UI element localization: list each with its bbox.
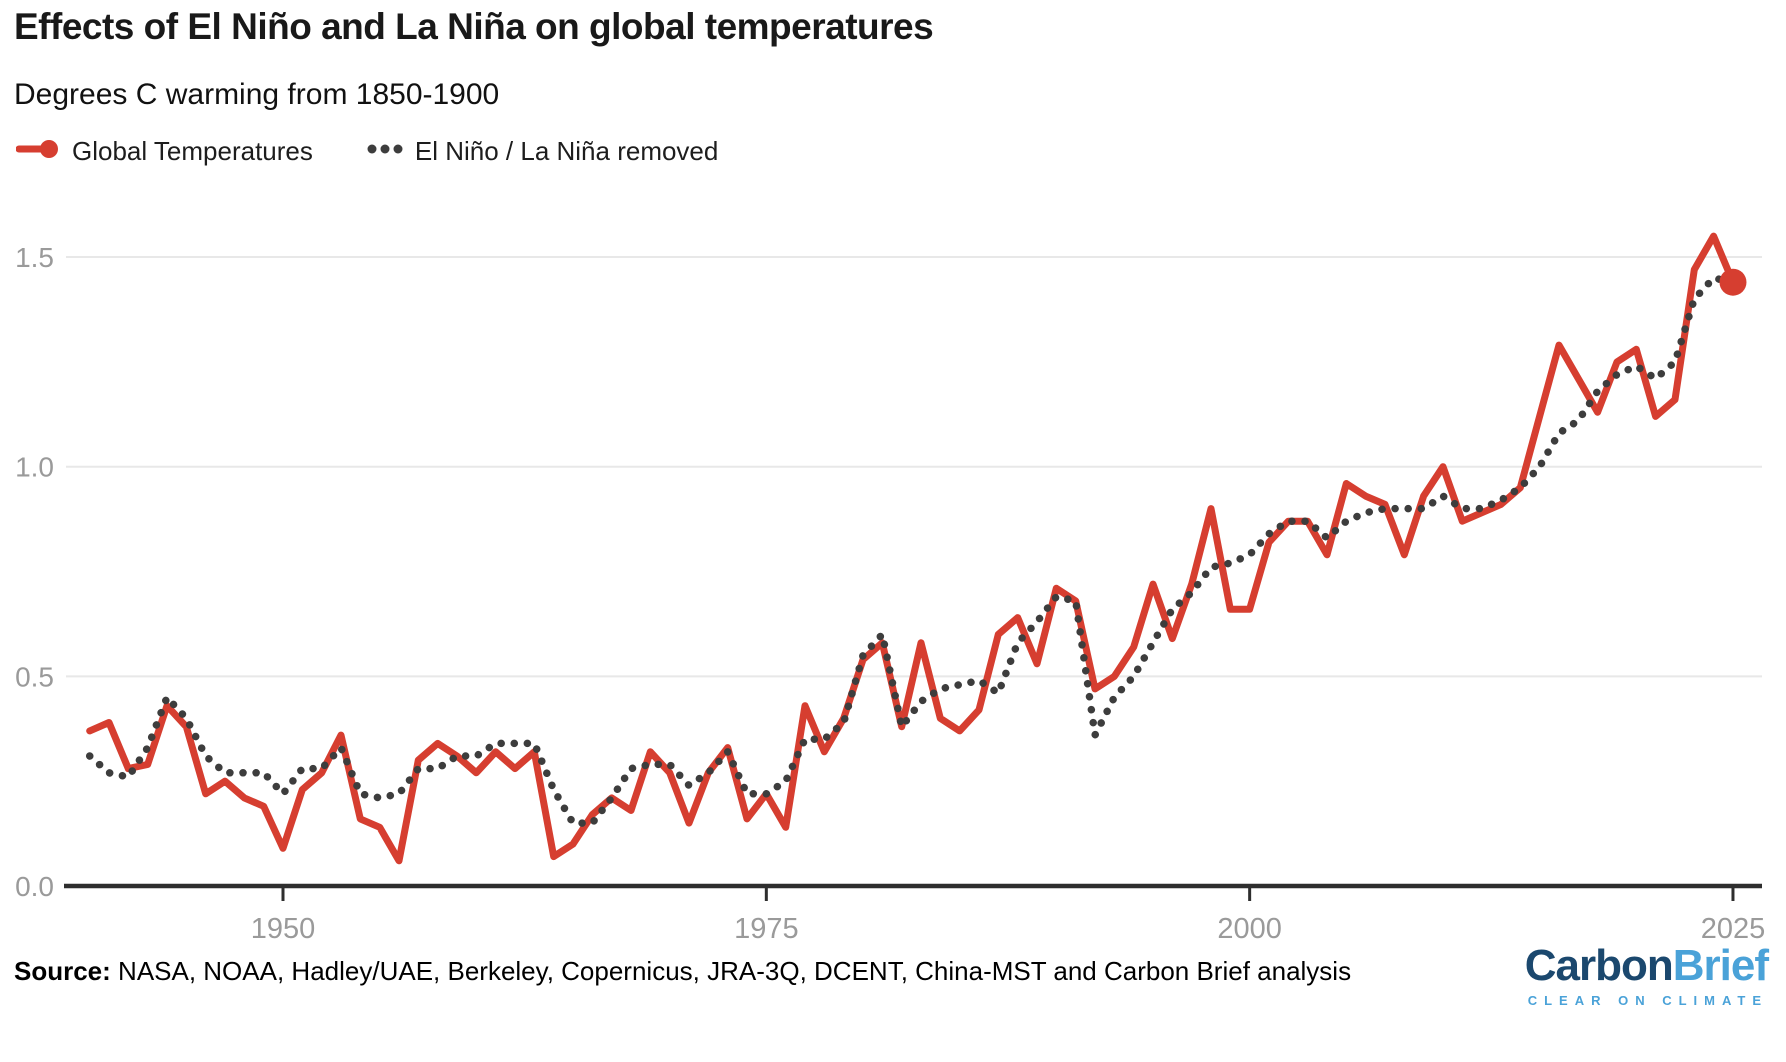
- x-axis-tick-label: 1975: [734, 913, 799, 945]
- legend-item-enso-removed: El Niño / La Niña removed: [365, 136, 718, 167]
- y-axis-tick-label: 1.5: [15, 242, 54, 273]
- x-axis-tick-label: 1950: [251, 913, 316, 945]
- series-end-dot: [1719, 268, 1747, 296]
- temperature-chart: 0.0 0.5 1.0 1.5 1950 1975 2000 2025: [0, 186, 1786, 946]
- y-axis-tick-label: 0.0: [15, 871, 54, 902]
- source-text: NASA, NOAA, Hadley/UAE, Berkeley, Copern…: [110, 956, 1352, 986]
- source-note: Source: NASA, NOAA, Hadley/UAE, Berkeley…: [14, 956, 1351, 987]
- x-axis-tick-label: 2025: [1701, 913, 1766, 945]
- logo-carbon: Carbon: [1524, 941, 1674, 990]
- source-label: Source:: [14, 956, 111, 986]
- series-global-temperatures-line: [86, 232, 1737, 865]
- legend-item-global-temperatures: Global Temperatures: [15, 136, 313, 167]
- temperature-chart-svg: 0.0 0.5 1.0 1.5 1950 1975 2000 2025: [15, 232, 1766, 945]
- line-with-dot-icon: [15, 138, 62, 165]
- logo-tagline: CLEAR ON CLIMATE: [1527, 993, 1768, 1008]
- logo-brief: Brief: [1672, 941, 1769, 990]
- y-axis-tick-label: 1.0: [15, 452, 54, 483]
- legend-label-enso-removed: El Niño / La Niña removed: [414, 136, 719, 166]
- dotted-line-icon: [365, 138, 405, 165]
- page-subtitle: Degrees C warming from 1850-1900: [14, 78, 500, 111]
- legend: Global Temperatures El Niño / La Niña re…: [15, 136, 718, 167]
- carbonbrief-logo: CarbonBrief CLEAR ON CLIMATE: [1524, 941, 1769, 1008]
- page-title: Effects of El Niño and La Niña on global…: [14, 6, 934, 47]
- series-enso-removed-dotted-line: [85, 274, 1737, 827]
- legend-label-global-temperatures: Global Temperatures: [72, 136, 313, 166]
- y-axis-tick-label: 0.5: [15, 661, 54, 692]
- x-axis-tick-label: 2000: [1217, 913, 1282, 945]
